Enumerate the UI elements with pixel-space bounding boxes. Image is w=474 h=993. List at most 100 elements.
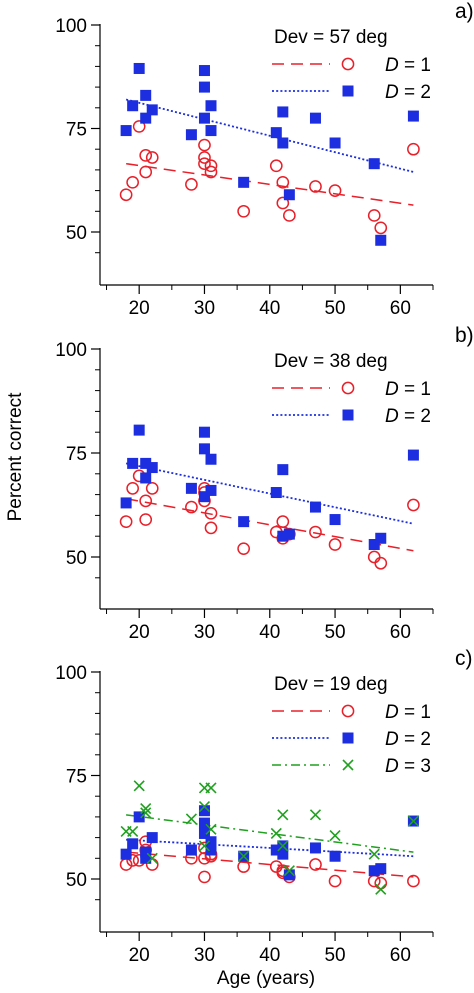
panel-3-label: c): [455, 647, 473, 670]
panel-2-y-tick-label: 75: [66, 444, 87, 465]
panel-3-series-3-point-stroke-b: [127, 825, 139, 837]
panel-1-series-1-point: [126, 175, 139, 189]
panel-2-legend-item-1-label: D = 1: [385, 379, 431, 400]
panel-3-series-3-point-stroke-b: [283, 865, 295, 877]
panel-3-series-3-point: [283, 865, 295, 877]
panel-1-series-1-point: [145, 151, 159, 164]
panel-2-series-1-point: [126, 482, 139, 495]
panel-3-legend-item-2-value: = 2: [404, 729, 431, 750]
panel-2-series-2-point: [329, 514, 341, 526]
panel-2-series-1-point: [145, 482, 159, 495]
panel-2-series-2-point: [238, 516, 250, 528]
panel-3-series-1-fit-line: [126, 851, 414, 878]
panel-1-y-tick-label: 100: [55, 16, 87, 37]
panel-1-legend-item-2-label: D = 2: [385, 82, 431, 103]
panel-3-series-3-point-stroke-b: [309, 809, 322, 821]
panel-3-series-2-point: [140, 846, 152, 858]
panel-1-series-2-point: [238, 176, 250, 188]
panel-3-legend-item-3-label: D = 3: [385, 756, 431, 777]
panel-2-legend-item-1-marker: [341, 381, 355, 395]
panel-3-series-3-point-stroke-b: [140, 807, 152, 819]
panel-3-legend-item-1-variable: D: [385, 702, 404, 723]
panel-1-series-2-fit-line: [125, 98, 414, 173]
panel-3-legend-item-1-label: D = 1: [385, 702, 431, 723]
panel-1-series-1-point: [328, 184, 342, 197]
panel-3-series-3-point-stroke-b: [368, 848, 380, 860]
panel-2-series-2-fit-line: [125, 462, 414, 525]
panel-3-legend-item-2-label: D = 2: [385, 729, 431, 750]
panel-3-legend-item-1-value: = 1: [404, 702, 431, 723]
panel-2-series-1-point: [204, 521, 218, 535]
panel-2-legend-title: Dev = 38 deg: [274, 351, 388, 372]
panel-1-series-1-point: [139, 149, 153, 162]
panel-3-series-3-point: [198, 800, 211, 813]
panel-1-x-tick-label: 20: [129, 298, 150, 319]
panel-3-series-2-point: [140, 852, 152, 864]
panel-3-series-3-point: [140, 803, 152, 815]
panel-1-series-1-point: [132, 120, 146, 133]
panel-1-series-2-point: [205, 125, 217, 137]
panel-2-series-2-point: [283, 528, 295, 540]
panel-1-legend-item-2-value: = 2: [404, 82, 431, 103]
panel-2-series-2-point: [146, 462, 158, 474]
panel-3-legend-title: Dev = 19 deg: [274, 674, 388, 695]
panel-2-series-2-point: [198, 491, 210, 503]
panel-2-series-1-point: [139, 513, 153, 526]
panel-1-series-2-point: [120, 125, 132, 137]
panel-1-series-1-point: [204, 165, 218, 179]
panel-3-series-3-point: [277, 840, 289, 852]
panel-1-series-2-point: [133, 62, 145, 74]
panel-3-series-2-point: [270, 844, 282, 856]
panel-3-series-1-point: [198, 870, 211, 884]
panel-2-series-2-point: [277, 464, 289, 476]
panel-3-series-2-point: [185, 844, 197, 856]
panel-3-legend-item-2-variable: D: [385, 729, 404, 750]
panel-2-series-2-point: [205, 484, 217, 496]
panel-3-series-3-point-stroke-b: [270, 827, 282, 840]
panel-2-series-2-point: [277, 530, 289, 542]
panel-3-series-3-point: [375, 883, 387, 895]
panel-3-legend-item-3-value: = 3: [404, 756, 431, 777]
panel-1-series-1-point: [407, 142, 420, 156]
panel-1-legend-item-1-variable: D: [385, 55, 404, 76]
panel-1-series-2-point: [185, 129, 197, 141]
panel-2-series-2-point: [133, 424, 145, 436]
panel-2-series-1-point: [328, 538, 342, 551]
panel-3-series-3-point: [146, 852, 158, 864]
x-axis-title: Age (years): [217, 968, 315, 988]
panel-1-y-tick-label: 50: [66, 223, 87, 244]
panel-1-legend-title: Dev = 57 deg: [274, 27, 388, 48]
panel-3-y-tick-label: 100: [55, 663, 87, 684]
panel-2-y-tick-label: 50: [66, 548, 87, 569]
panel-1-x-tick-label: 40: [259, 298, 280, 319]
panel-3-series-3-point-stroke-b: [277, 840, 289, 852]
panel-2-legend-item-2-variable: D: [385, 406, 404, 427]
panel-3-series-3-point: [238, 850, 250, 862]
panel-2-series-2-point: [368, 539, 380, 551]
panel-1-series-2-point: [329, 137, 341, 149]
panel-2-series-1-point: [276, 515, 290, 528]
panel-2-label: b): [455, 324, 474, 347]
panel-3-series-3-point-stroke-b: [238, 850, 250, 862]
panel-1-series-1-point: [269, 159, 283, 173]
panel-3-series-2-fit-line: [126, 838, 414, 858]
panel-3-series-3-point: [329, 829, 341, 842]
panel-3-series-3-point-stroke-b: [146, 852, 158, 864]
panel-1-series-2-point: [309, 112, 321, 124]
panel-2-series-1-point: [139, 494, 153, 508]
panel-3-series-2-point: [133, 811, 145, 823]
panel-2-legend-item-1-variable: D: [385, 379, 404, 400]
panel-3-x-tick-label: 40: [259, 945, 280, 966]
panel-2-series-2-point: [205, 453, 217, 465]
panel-1-series-1-point: [283, 209, 296, 222]
panel-2-x-tick-label: 30: [194, 622, 215, 643]
panel-2-series-1-point: [407, 498, 420, 512]
panel-3-legend-item-3-marker: [342, 759, 354, 771]
panel-3-series-2-point: [198, 827, 210, 839]
panel-1-series-1-point: [367, 209, 381, 222]
panel-2-series-2-point: [198, 443, 210, 455]
